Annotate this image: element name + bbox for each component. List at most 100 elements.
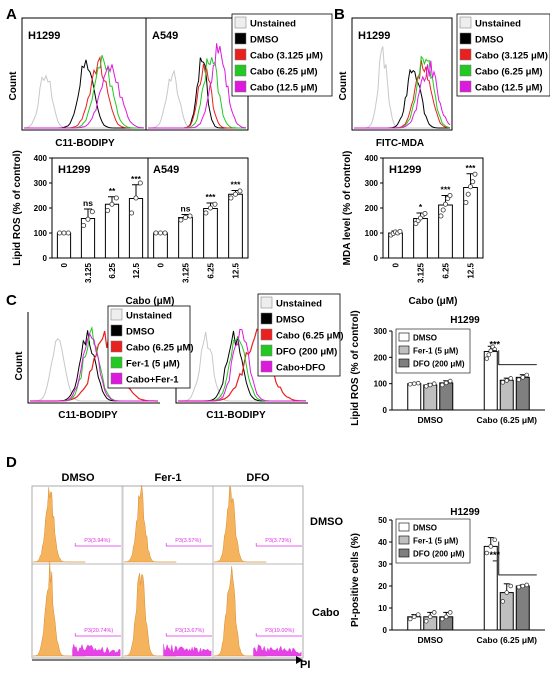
chart-d-point-0-1-2 <box>492 537 498 543</box>
chart-d-sig: *** <box>489 550 500 560</box>
legA-label-4: Cabo (12.5 μM) <box>250 83 318 94</box>
chart-d-marks: 0 10 20 30 40 50 DMSO Cabo (6.25 μM) *** DMSO Fer-… <box>378 516 545 645</box>
legC1-swatch-2 <box>110 340 123 353</box>
flow-hist-1-2 <box>213 566 267 657</box>
flow-hist-1-0 <box>32 561 86 657</box>
chart-b-xtick-2: 6.25 <box>442 262 451 278</box>
chart-b-point-3-1 <box>465 191 471 197</box>
chart-a-h1299-point-1-2 <box>89 209 95 215</box>
flow-gate-label-1-2: P3(19.00%) <box>265 628 294 634</box>
panel-label-C: C <box>6 292 17 309</box>
chart-b-ylabel: MDA level (% of control) <box>342 151 353 266</box>
chart-c-legend-label-2: DFO (200 μM) <box>413 360 465 369</box>
legC2-swatch-1 <box>260 312 273 325</box>
legC1-swatch-0 <box>110 308 123 321</box>
panelA-histograms: H1299 A549 Count C11-BODIPY <box>8 17 249 149</box>
hist-ylabel-c1: Count <box>14 351 25 381</box>
legA-swatch-4 <box>234 80 247 93</box>
legB-label-3: Cabo (6.25 μM) <box>475 67 543 78</box>
legend-c1: Unstained DMSO Cabo (6.25 μM) Fer-1 (5 μM) C… <box>107 305 194 389</box>
chart-c-point-0-1-2 <box>488 348 494 354</box>
chart-b-bar: H1299 MDA level (% of control) Cabo (μM)… <box>342 151 484 307</box>
legC2-label-4: Cabo+DFO <box>276 363 325 374</box>
legB-box <box>456 13 550 97</box>
panel-label-A: A <box>6 6 17 23</box>
chart-d-point-2-1-0 <box>516 584 521 590</box>
flow-gate-1-0 <box>74 633 121 637</box>
chart-a-a549-xtick-3: 12.5 <box>232 262 241 278</box>
hA1-curve-4 <box>24 64 145 129</box>
chart-a-h1299-point-2-2 <box>113 195 119 201</box>
chart-c-point-1-1-2 <box>508 376 514 381</box>
flow-gate-0-0 <box>74 543 121 547</box>
legC2-label-1: DMSO <box>276 315 305 326</box>
flow-panels: P3(3.94%) P3(3.57%) P3(3.73%) P3(20.74%) P3(… <box>31 485 304 664</box>
chart-a-h1299-point-2-0 <box>105 207 111 213</box>
chart-c-point-2-1-1 <box>520 375 525 380</box>
flow-outer-frame <box>31 485 304 659</box>
legB-label-4: Cabo (12.5 μM) <box>475 83 543 94</box>
panel-label-D: D <box>6 454 17 471</box>
chart-d-group-label-1: Cabo (6.25 μM) <box>477 635 538 645</box>
flow-gate-label-0-2: P3(3.73%) <box>265 538 291 544</box>
chart-a-a549-sig-3: *** <box>231 180 242 190</box>
legA-swatch-2 <box>234 48 247 61</box>
hB-curve-2 <box>354 59 451 129</box>
hist-b-curves <box>354 46 451 129</box>
chart-d-point-2-1-1 <box>520 583 525 589</box>
chart-c-ytick-label-0: 0 <box>383 406 388 415</box>
flow-hist-0-1 <box>123 485 177 563</box>
chart-a-a549-bar-1 <box>178 217 193 259</box>
legA-label-3: Cabo (6.25 μM) <box>250 67 318 78</box>
legA-box <box>231 13 333 97</box>
chart-a-a549-point-1-2 <box>187 213 193 219</box>
flow-gate-1-2 <box>255 633 302 637</box>
hA2-curve-4 <box>148 43 247 129</box>
chart-d-bar-1-1 <box>499 592 514 631</box>
hist-axes-c1 <box>27 312 160 404</box>
chart-a-a549-point-0-2 <box>162 230 168 236</box>
hC2-curve-4 <box>178 328 306 402</box>
chart-a-a549-point-2-2 <box>212 201 218 207</box>
chart-c-title: H1299 <box>450 315 480 326</box>
chart-a-group-title-2: A549 <box>153 164 179 176</box>
hist-c2-curves <box>178 328 306 402</box>
legB-label-1: DMSO <box>475 35 504 46</box>
hist-xlabel-a: C11-BODIPY <box>55 138 115 149</box>
chart-d-point-2-0-1 <box>444 614 449 620</box>
chart-a-xlabel: Cabo (μM) <box>126 296 175 307</box>
flow-xaxis-arrow <box>296 656 303 664</box>
chart-a-h1299-point-0-2 <box>65 230 71 236</box>
chart-b-title: H1299 <box>389 164 421 176</box>
chart-c-bar-2-1 <box>515 376 530 411</box>
hC1-curve-4 <box>30 332 158 402</box>
flow-pos-1-2 <box>253 644 302 657</box>
flow-gate-label-1-1: P3(13.67%) <box>175 628 204 634</box>
hist-a1-curves <box>23 55 145 129</box>
hist-title-a2: A549 <box>152 30 178 42</box>
legC1-label-2: Cabo (6.25 μM) <box>126 343 194 354</box>
legC2-label-3: DFO (200 μM) <box>276 347 337 358</box>
chart-d-point-2-0-2 <box>448 610 453 615</box>
chart-a-h1299-ytick-label-4: 400 <box>34 154 48 163</box>
chart-d-point-1-0-0 <box>424 618 429 624</box>
chart-c-marks: 0 100 200 300 DMSO Cabo (6.25 μM) *** DMSO Fer-1… <box>374 327 545 425</box>
flow-gate-label-0-0: P3(3.94%) <box>84 538 110 544</box>
chart-a-h1299-xtick-1: 3.125 <box>84 262 93 283</box>
chart-c-point-2-0-2 <box>448 378 453 384</box>
hist-title-a1: H1299 <box>28 30 60 42</box>
chart-c-bar-1-0 <box>423 384 438 411</box>
legA-label-2: Cabo (3.125 μM) <box>250 51 323 62</box>
hist-xlabel-b: FITC-MDA <box>376 138 424 149</box>
chart-c-ytick-label-1: 100 <box>374 380 388 389</box>
chart-d-point-1-0-1 <box>428 614 433 620</box>
chart-d-legend-swatch-0 <box>398 522 410 532</box>
legC2-swatch-3 <box>260 344 273 357</box>
hist-xlabel-c1: C11-BODIPY <box>58 410 118 421</box>
chart-b-point-1-4 <box>422 210 428 216</box>
chart-d-point-0-0-2 <box>416 612 421 617</box>
chart-b-point-3-4 <box>472 171 478 177</box>
chart-b-bar-3 <box>463 187 478 259</box>
legB-swatch-4 <box>459 80 472 93</box>
